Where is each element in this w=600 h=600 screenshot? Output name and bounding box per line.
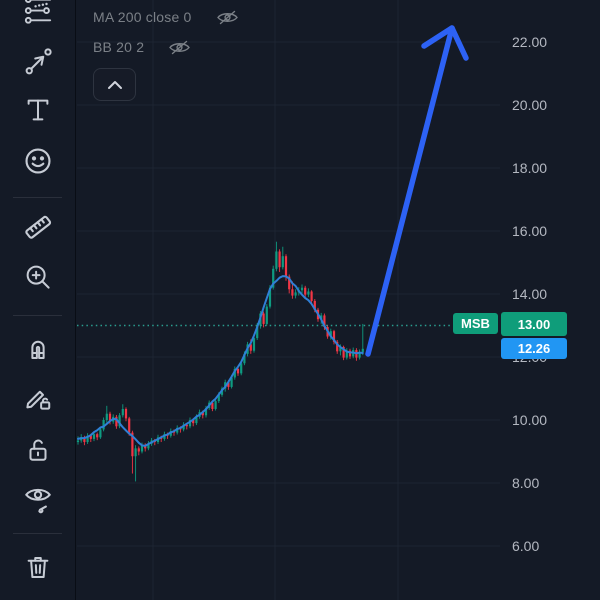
ma-line bbox=[77, 275, 364, 447]
remove-objects-icon[interactable] bbox=[18, 547, 58, 587]
chevron-up-icon bbox=[107, 80, 122, 89]
price-axis-label: 8.00 bbox=[512, 475, 540, 491]
ma-indicator-label: MA 200 close 0 bbox=[93, 9, 192, 25]
zoom-in-tool-icon[interactable] bbox=[18, 257, 58, 297]
stay-in-drawing-mode-icon[interactable] bbox=[18, 378, 58, 418]
price-axis-label: 6.00 bbox=[512, 538, 540, 554]
price-axis-label: 10.00 bbox=[512, 412, 548, 428]
magnet-mode-icon[interactable] bbox=[18, 328, 58, 368]
legend-collapse-button[interactable] bbox=[93, 68, 136, 101]
ruler-measure-tool-icon[interactable] bbox=[18, 207, 58, 247]
toolbar-divider bbox=[13, 533, 62, 534]
price-axis-label: 20.00 bbox=[512, 97, 548, 113]
price-axis-label: 18.00 bbox=[512, 160, 548, 176]
bb-indicator-label: BB 20 2 bbox=[93, 39, 145, 55]
trend-arrow-drawing[interactable] bbox=[365, 25, 469, 357]
line-tools-icon[interactable] bbox=[18, 0, 58, 33]
text-tool-icon[interactable] bbox=[18, 90, 58, 130]
hide-drawings-icon[interactable] bbox=[18, 480, 58, 520]
emoji-tool-icon[interactable] bbox=[18, 141, 58, 181]
price-axis-label: 16.00 bbox=[512, 223, 548, 239]
grid-lines bbox=[77, 0, 500, 600]
toolbar-divider bbox=[13, 197, 62, 198]
eye-hidden-icon[interactable] bbox=[168, 39, 191, 56]
legend-row-ma[interactable]: MA 200 close 0 bbox=[93, 2, 239, 32]
price-axis-label: 14.00 bbox=[512, 286, 548, 302]
indicator-legend: MA 200 close 0 BB 20 2 bbox=[93, 2, 239, 101]
toolbar-divider bbox=[13, 315, 62, 316]
drawing-toolbar bbox=[0, 0, 76, 600]
lock-drawings-icon[interactable] bbox=[18, 430, 58, 470]
price-axis-label: 22.00 bbox=[512, 34, 548, 50]
candlestick-series bbox=[76, 241, 364, 482]
arrow-drawing-tool-icon[interactable] bbox=[18, 42, 58, 82]
price-axis[interactable]: 22.0020.0018.0016.0014.0012.0010.008.006… bbox=[500, 0, 600, 600]
msb-drawing-label: MSB bbox=[453, 313, 498, 334]
last-price-label: 12.26 bbox=[501, 338, 567, 359]
eye-hidden-icon[interactable] bbox=[216, 9, 239, 26]
msb-level-price-label: 13.00 bbox=[501, 312, 567, 336]
legend-row-bb[interactable]: BB 20 2 bbox=[93, 32, 239, 62]
